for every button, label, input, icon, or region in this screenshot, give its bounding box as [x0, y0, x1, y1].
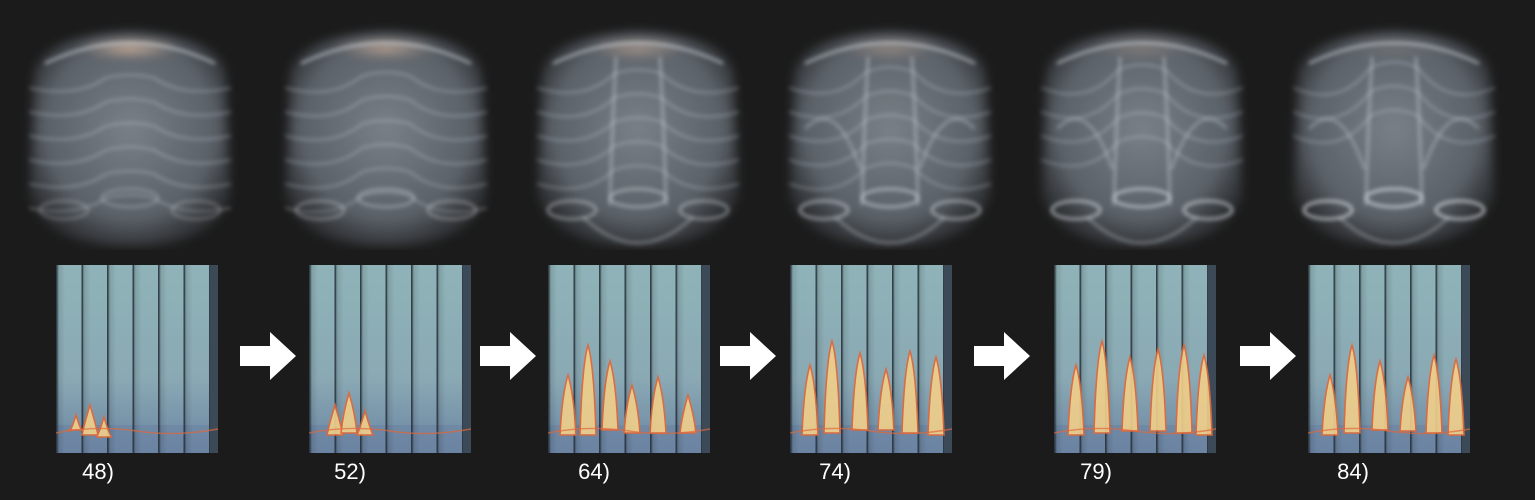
slice-panel-74: [790, 265, 952, 453]
volume-render-52: [272, 18, 500, 250]
frame-label: 84): [1337, 459, 1369, 484]
volume-render-74: [776, 18, 1004, 250]
right-arrow-icon: [972, 330, 1032, 382]
frame-label: 74): [819, 459, 851, 484]
right-arrow-icon: [718, 330, 778, 382]
right-arrow-icon: [1238, 330, 1298, 382]
slice-panel-84: [1308, 265, 1470, 453]
volume-render-84: [1280, 18, 1508, 250]
frame-label: 52): [334, 459, 366, 484]
slice-panel-52: [309, 265, 471, 453]
volume-render-48: [16, 18, 244, 250]
frame-label: 79): [1080, 459, 1112, 484]
frame-label: 64): [578, 459, 610, 484]
right-arrow-icon: [238, 330, 298, 382]
right-arrow-icon: [478, 330, 538, 382]
frame-label: 48): [82, 459, 114, 484]
volume-render-64: [524, 18, 752, 250]
slice-panel-48: [56, 265, 218, 453]
volume-render-79: [1028, 18, 1256, 250]
slice-panel-64: [548, 265, 710, 453]
slice-panel-79: [1054, 265, 1216, 453]
